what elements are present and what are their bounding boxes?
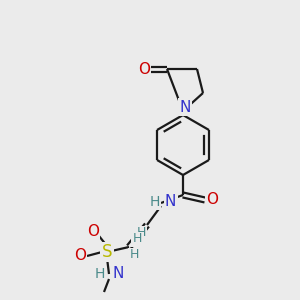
Text: H: H — [132, 232, 142, 245]
Text: H: H — [136, 226, 146, 239]
Text: O: O — [74, 248, 86, 263]
Text: N: N — [165, 194, 176, 209]
Text: N: N — [179, 100, 191, 115]
Text: N: N — [112, 266, 123, 281]
Text: S: S — [102, 243, 112, 261]
Text: H: H — [129, 248, 139, 262]
Text: O: O — [138, 61, 150, 76]
Text: O: O — [87, 224, 99, 238]
Text: H: H — [150, 195, 160, 209]
Text: O: O — [206, 193, 218, 208]
Text: H: H — [94, 267, 105, 281]
